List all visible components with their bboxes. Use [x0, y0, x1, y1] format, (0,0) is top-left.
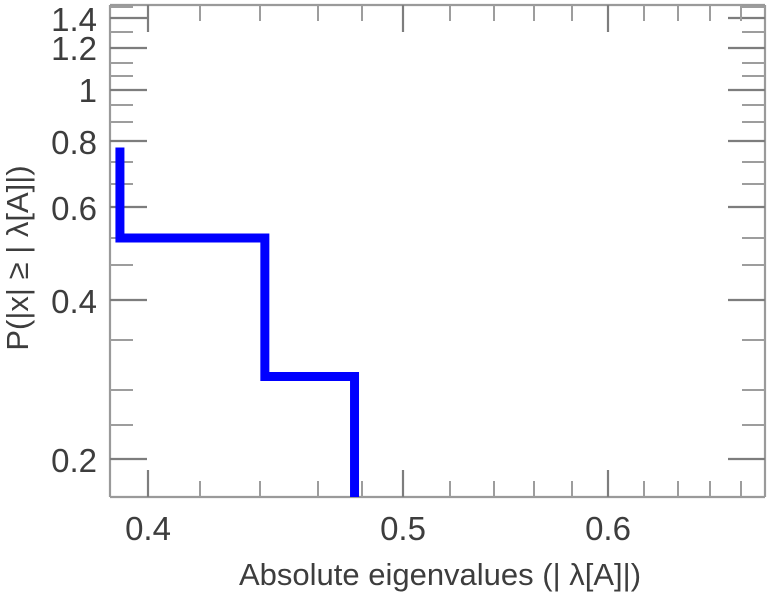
- x-tick-label-0.5: 0.5: [380, 510, 426, 547]
- y-tick-label-0.2: 0.2: [51, 442, 97, 479]
- y-tick-labels: 1.4 1.2 1 0.8 0.6 0.4 0.2: [51, 1, 97, 479]
- y-tick-label-0.4: 0.4: [51, 283, 97, 320]
- y-tick-label-1.4: 1.4: [51, 1, 97, 38]
- y-tick-label-0.6: 0.6: [51, 190, 97, 227]
- x-tick-label-0.4: 0.4: [125, 510, 171, 547]
- survival-step-curve: [115, 147, 360, 497]
- x-axis-title: Absolute eigenvalues (| λ[A]|): [239, 557, 641, 592]
- y-tick-label-0.8: 0.8: [51, 124, 97, 161]
- y-axis-title: P(|x| ≥ | λ[A]|): [0, 165, 35, 350]
- x-axis-ticks: [146, 5, 742, 497]
- x-tick-label-0.6: 0.6: [585, 510, 631, 547]
- y-tick-label-1.2: 1.2: [51, 30, 97, 67]
- y-tick-label-1: 1: [79, 72, 97, 109]
- axis-frame: [108, 3, 767, 499]
- x-tick-labels: 0.4 0.5 0.6: [125, 510, 631, 547]
